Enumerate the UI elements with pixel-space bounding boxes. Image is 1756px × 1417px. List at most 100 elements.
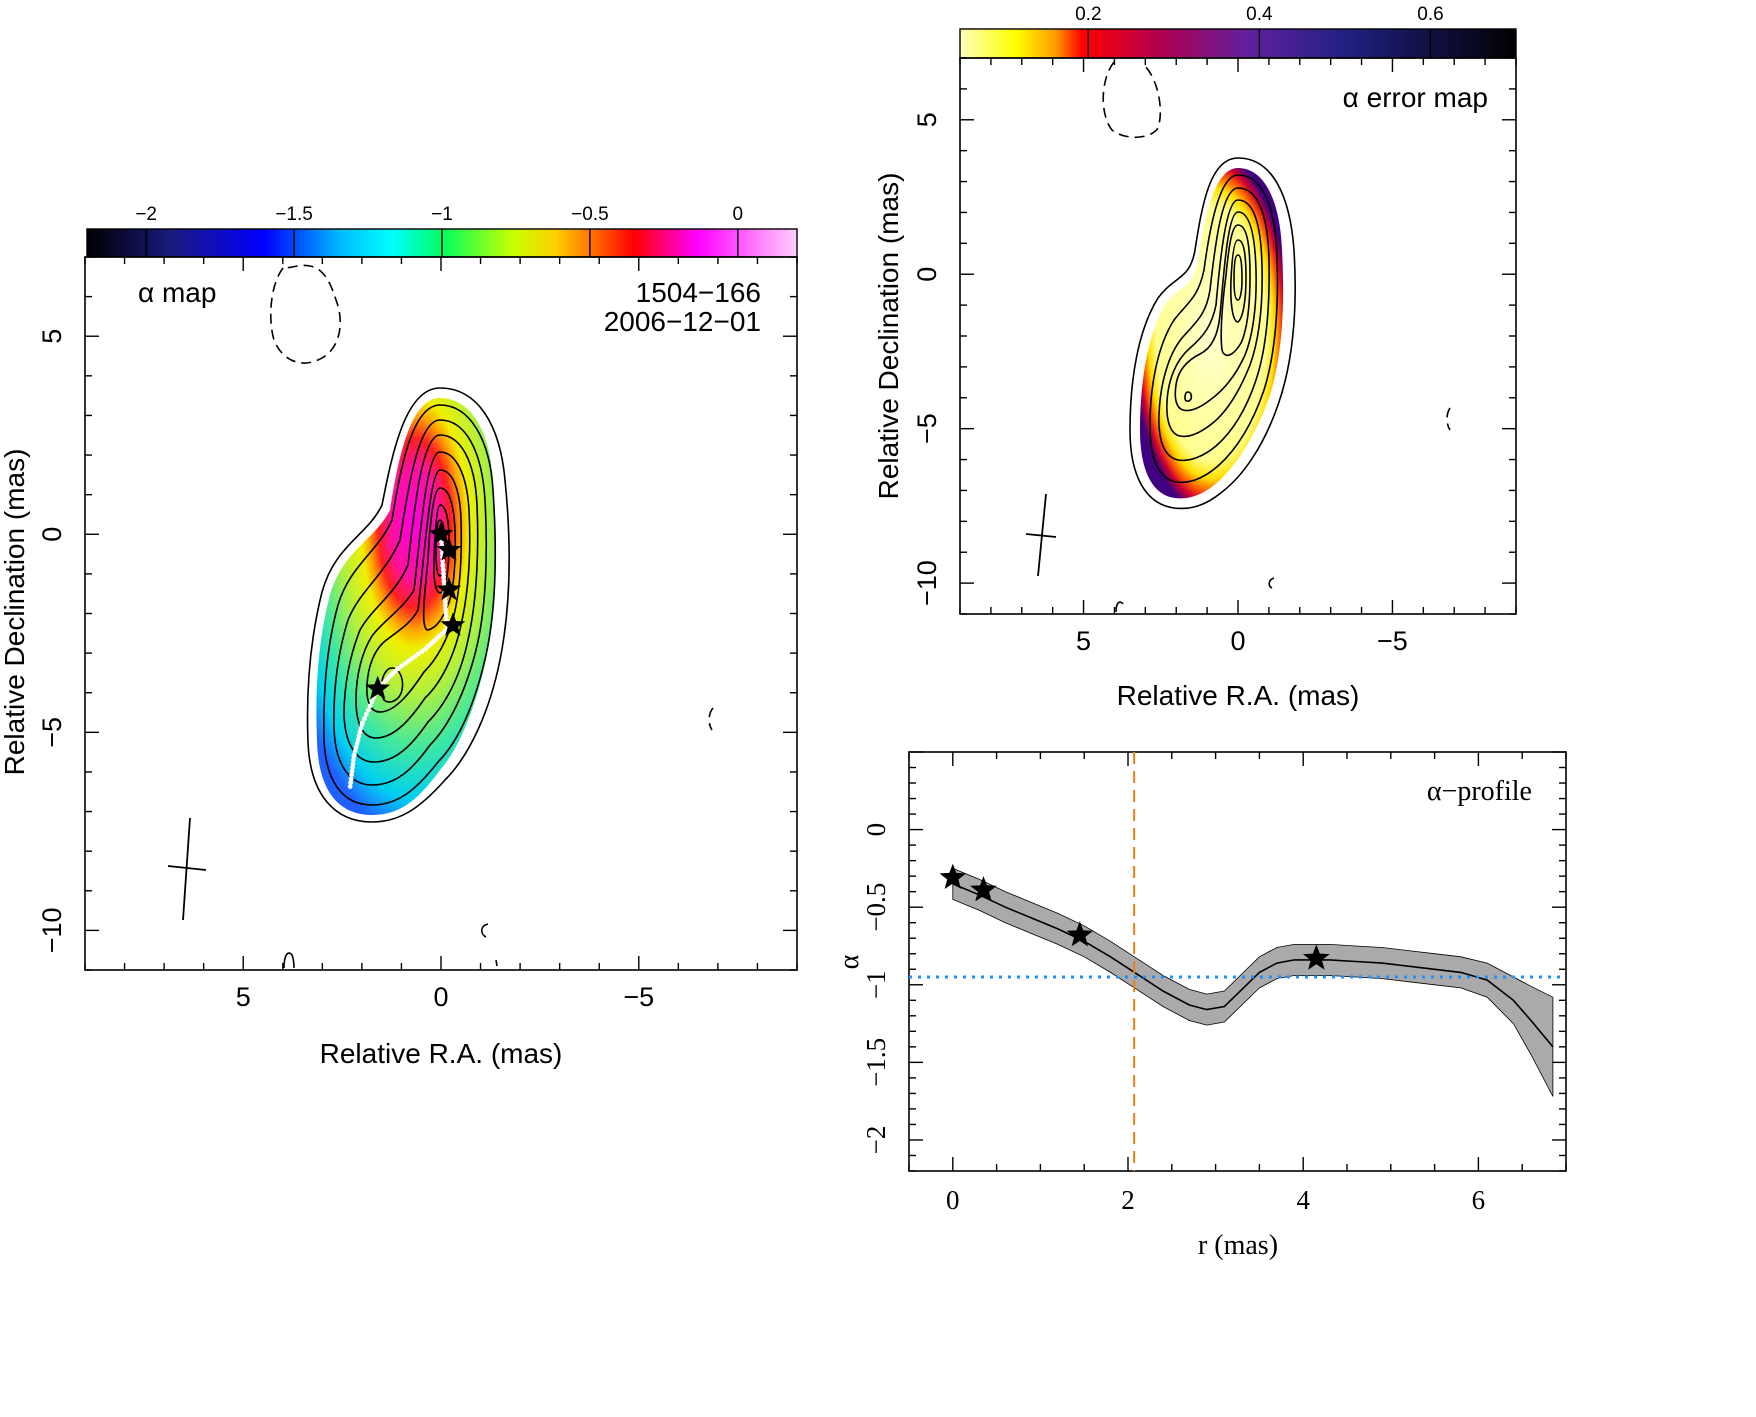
ridge-dot (443, 610, 449, 616)
error-map-edge-contour (1115, 601, 1124, 613)
alpha-map-xlabel: Relative R.A. (mas) (320, 1038, 563, 1069)
alpha-map-beam (167, 817, 207, 921)
error-map-panel: 0.2 0.4 0.6 5 0 −5 5 0 −5 −10 α error map Relati… (873, 4, 1517, 711)
ridge-dot (353, 744, 359, 750)
y-tick-label: −10 (37, 907, 67, 953)
x-tick-label: 4 (1296, 1185, 1310, 1215)
ridge-dot (369, 699, 375, 704)
ridge-dot (441, 578, 447, 584)
ridge-dot (351, 757, 356, 763)
alpha-map-contours (306, 387, 510, 823)
colorbar-tick-label: −1.5 (275, 204, 313, 225)
alpha-map-title: α map (138, 277, 216, 308)
y-tick-label: 5 (37, 329, 67, 344)
ridge-dot (419, 649, 425, 654)
error-map-emission (1140, 168, 1284, 499)
x-tick-label: 0 (1230, 626, 1245, 656)
x-tick-label: 2 (1121, 1185, 1135, 1215)
ridge-dot (349, 772, 355, 778)
profile-frame (908, 751, 1567, 1172)
ridge-dot (362, 716, 367, 722)
y-tick-label: 5 (912, 112, 942, 127)
alpha-map-edge-contour (480, 923, 489, 938)
ridge-star (436, 576, 462, 601)
ridge-dot (440, 563, 446, 569)
ridge-dot (363, 712, 369, 717)
ridge-dot (416, 651, 421, 657)
error-map-negative-contour (1446, 407, 1451, 431)
colorbar-tick-label: −2 (135, 204, 157, 225)
colorbar-tick-label: 0.6 (1417, 4, 1443, 25)
x-tick-label: −5 (623, 982, 654, 1012)
error-map-negative-contour (1102, 61, 1162, 139)
alpha-map-edge-contour (495, 959, 498, 967)
ridge-star (428, 521, 454, 545)
ridge-dot (351, 753, 357, 759)
ridge-dot (347, 784, 353, 789)
profile-star (1303, 944, 1330, 970)
x-tick-label: 0 (946, 1185, 960, 1215)
ridge-dot (355, 737, 361, 743)
y-tick-label: −1 (861, 970, 891, 999)
colorbar-tick-label: 0 (733, 204, 744, 225)
alpha-map-panel: −2 −1.5 −1 −0.5 0 5 0− (0, 204, 798, 1069)
ridge-dot (357, 729, 363, 735)
y-tick-label: 0 (37, 527, 67, 542)
ridge-dot (406, 658, 411, 664)
x-tick-label: 5 (236, 982, 251, 1012)
error-map-title: α error map (1343, 82, 1488, 113)
alpha-map-date: 2006−12−01 (604, 306, 761, 337)
error-map-beam (1025, 493, 1057, 577)
ridge-dot (354, 741, 360, 746)
ridge-dot (440, 558, 446, 564)
ridge-dot (443, 614, 449, 620)
colorbar-tick-label: 0.4 (1246, 4, 1273, 25)
ridge-dot (443, 606, 449, 612)
alpha-map-source: 1504−166 (636, 277, 761, 308)
error-colorbar (959, 28, 1517, 59)
profile-star (939, 863, 967, 889)
y-tick-label: −5 (912, 413, 942, 444)
profile-axes: 0 2 4 6 0 −0.5 −1 −1.5 −2 (861, 751, 1567, 1215)
alpha-profile-line (952, 883, 1554, 1048)
ridge-dot (441, 574, 447, 580)
profile-star (1066, 921, 1094, 947)
ridge-dot (442, 599, 448, 604)
alpha-map-negative-contour (708, 707, 714, 731)
error-map-contours (1129, 157, 1296, 510)
y-tick-label: −0.5 (861, 883, 891, 932)
ridge-dot (399, 663, 405, 669)
alpha-map-edge-contour (283, 952, 295, 969)
ridge-dot (422, 646, 428, 652)
alpha-map-ylabel: Relative Declination (mas) (0, 449, 30, 776)
y-tick-label: 0 (861, 823, 891, 837)
x-tick-label: 5 (1076, 626, 1091, 656)
error-map-edge-contour (1268, 577, 1275, 589)
ridge-dot (409, 656, 415, 662)
ridge-star (365, 675, 391, 700)
ridge-dot (441, 571, 446, 576)
y-tick-label: 0 (912, 267, 942, 282)
ridge-dot (352, 748, 358, 754)
error-map-ylabel: Relative Declination (mas) (873, 173, 904, 500)
ridge-star (436, 537, 462, 561)
ridge-dot (402, 661, 408, 666)
ridge-star (440, 612, 466, 636)
alpha-map-ridge-stars (365, 521, 466, 700)
ridge-dot (443, 602, 448, 608)
y-tick-label: −2 (861, 1126, 891, 1155)
profile-title: α−profile (1427, 776, 1532, 807)
error-colorbar-ticks: 0.2 0.4 0.6 (1075, 4, 1444, 58)
alpha-map-negative-contour (269, 264, 342, 364)
ridge-dot (358, 725, 364, 731)
colorbar-tick-label: 0.2 (1075, 4, 1101, 25)
alpha-map-axes: 5 0 −5 5 0 −5 −10 (37, 256, 798, 1012)
y-tick-label: −1.5 (861, 1038, 891, 1087)
ridge-dot (356, 733, 362, 739)
x-tick-label: 0 (433, 982, 448, 1012)
ridge-dot (440, 567, 446, 573)
ridge-dot (350, 761, 356, 767)
colorbar-tick-label: −0.5 (571, 204, 609, 225)
ridge-dot (348, 780, 354, 786)
alpha-colorbar-ticks: −2 −1.5 −1 −0.5 0 (135, 204, 743, 257)
